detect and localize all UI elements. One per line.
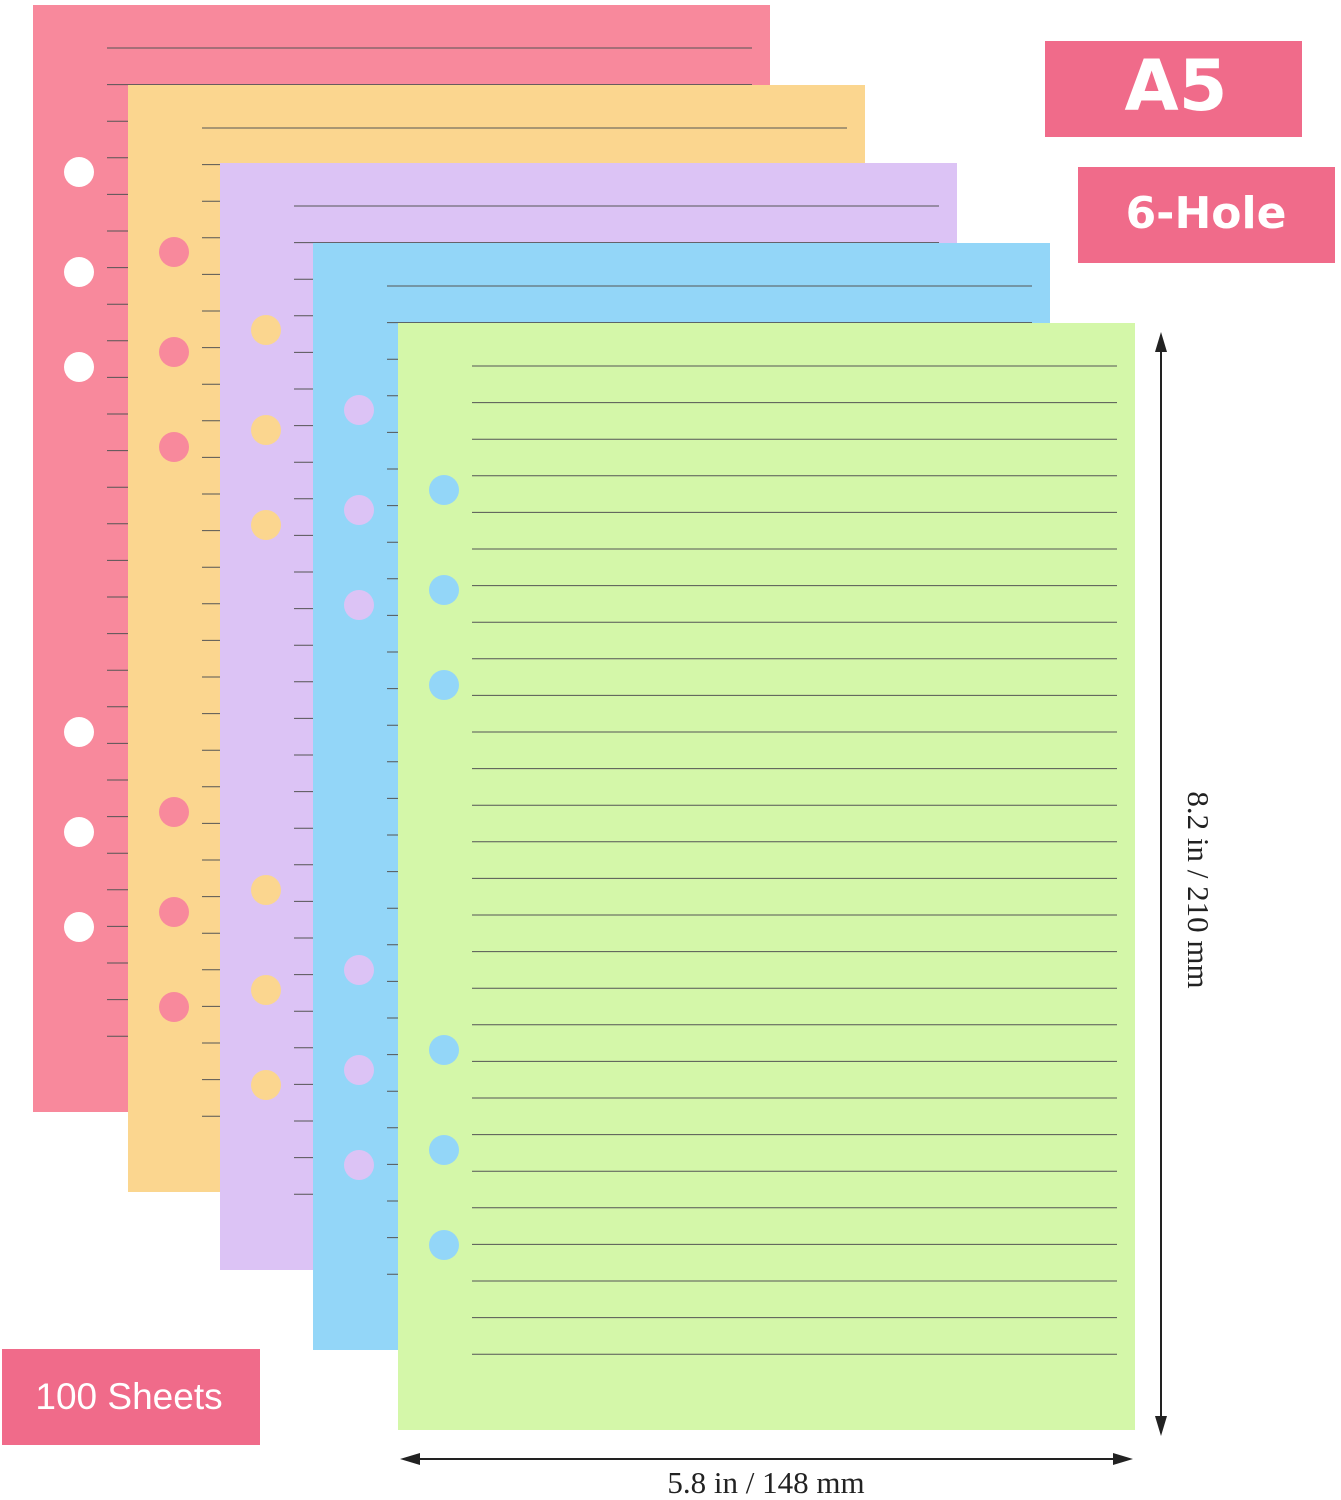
punch-hole	[251, 315, 281, 345]
punch-hole	[344, 395, 374, 425]
paper-sheets	[33, 5, 1135, 1430]
punch-hole	[159, 992, 189, 1022]
punch-hole	[159, 897, 189, 927]
punch-hole	[251, 510, 281, 540]
punch-hole	[344, 955, 374, 985]
size-label: A5	[1125, 45, 1228, 127]
punch-hole	[251, 415, 281, 445]
punch-hole	[344, 1150, 374, 1180]
punch-hole	[429, 1035, 459, 1065]
width-arrow	[400, 1453, 1133, 1465]
punch-hole	[429, 475, 459, 505]
punch-hole	[64, 717, 94, 747]
punch-hole	[159, 237, 189, 267]
punch-hole	[159, 797, 189, 827]
sheet	[398, 323, 1135, 1430]
punch-hole	[251, 1070, 281, 1100]
punch-hole	[344, 495, 374, 525]
height-arrow	[1155, 332, 1167, 1436]
count-label: 100 Sheets	[35, 1376, 222, 1417]
holes-badge	[1078, 167, 1335, 263]
punch-hole	[429, 1230, 459, 1260]
punch-hole	[251, 975, 281, 1005]
punch-hole	[344, 590, 374, 620]
punch-hole	[64, 817, 94, 847]
punch-hole	[159, 337, 189, 367]
punch-hole	[251, 875, 281, 905]
punch-hole	[159, 432, 189, 462]
punch-hole	[64, 912, 94, 942]
punch-hole	[64, 157, 94, 187]
punch-hole	[64, 352, 94, 382]
punch-hole	[429, 1135, 459, 1165]
punch-hole	[64, 257, 94, 287]
punch-hole	[344, 1055, 374, 1085]
punch-hole	[429, 670, 459, 700]
size-badge	[1045, 41, 1302, 137]
punch-hole	[429, 575, 459, 605]
width-label: 5.8 in / 148 mm	[667, 1465, 864, 1500]
count-badge	[2, 1349, 260, 1445]
height-label: 8.2 in / 210 mm	[1181, 791, 1216, 988]
holes-label: 6-Hole	[1126, 188, 1287, 239]
